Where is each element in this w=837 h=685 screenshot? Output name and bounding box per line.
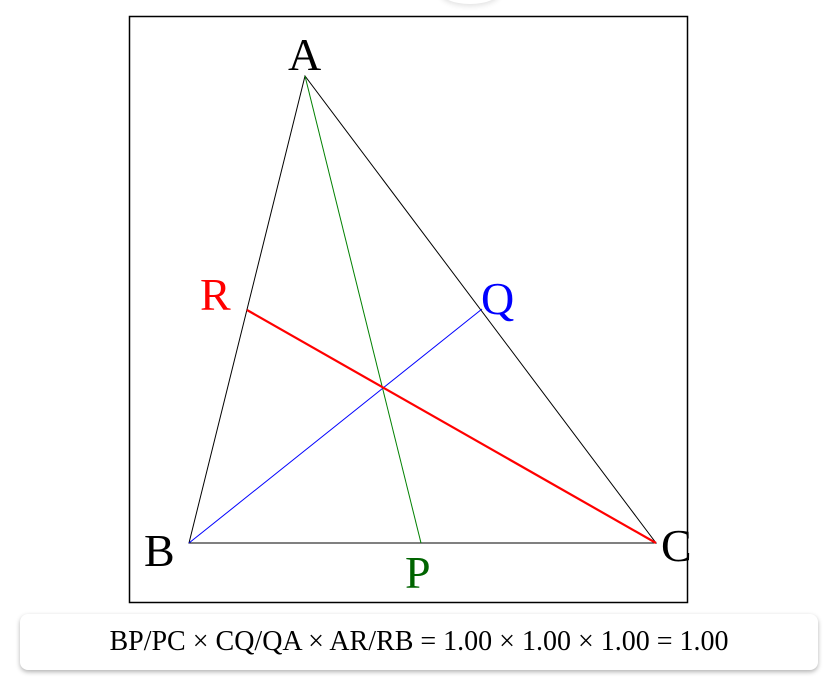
label-a: A xyxy=(288,29,321,80)
triangle-abc xyxy=(188,74,658,544)
label-r: R xyxy=(200,269,231,320)
cevian-ap xyxy=(304,75,422,544)
label-q: Q xyxy=(481,273,514,324)
label-p: P xyxy=(405,547,431,598)
label-b: B xyxy=(144,525,175,576)
ceva-equation: BP/PC × CQ/QA × AR/RB = 1.00 × 1.00 × 1.… xyxy=(109,626,729,657)
diagram-frame xyxy=(128,15,689,604)
label-c: C xyxy=(661,520,692,571)
cevian-bq xyxy=(188,308,483,544)
equation-box: BP/PC × CQ/QA × AR/RB = 1.00 × 1.00 × 1.… xyxy=(20,614,818,670)
cevian-cr xyxy=(246,309,657,544)
